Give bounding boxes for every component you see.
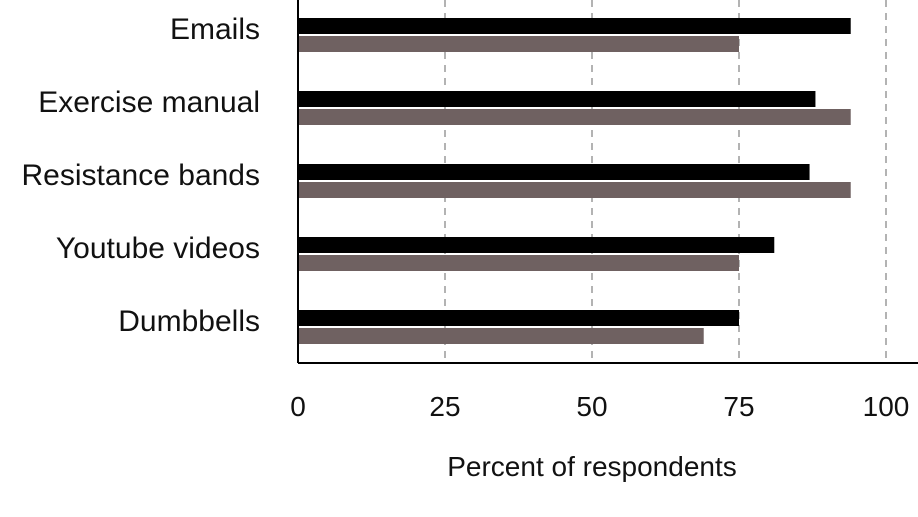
bar-exercise-manual-series-2: [298, 109, 851, 125]
bar-emails-series-2: [298, 36, 739, 52]
category-label: Emails: [170, 13, 260, 46]
x-tick-labels: 0 25 50 75 100: [290, 391, 909, 422]
x-tick-label: 75: [723, 391, 754, 422]
category-label: Dumbbells: [118, 305, 260, 338]
bar-emails-series-1: [298, 18, 851, 34]
category-label: Resistance bands: [22, 159, 260, 192]
bar-dumbbells-series-2: [298, 328, 704, 344]
bar-exercise-manual-series-1: [298, 91, 816, 107]
category-label: Youtube videos: [56, 232, 260, 265]
bar-dumbbells-series-1: [298, 310, 739, 326]
gridlines: [444, 0, 887, 363]
bar-resistance-bands-series-1: [298, 164, 810, 180]
bar-resistance-bands-series-2: [298, 182, 851, 198]
category-labels: Emails Exercise manual Resistance bands You…: [22, 13, 260, 338]
x-tick-label: 50: [576, 391, 607, 422]
x-tick-label: 100: [863, 391, 910, 422]
category-label: Exercise manual: [38, 86, 260, 119]
x-axis-title: Percent of respondents: [447, 451, 737, 482]
x-tick-label: 0: [290, 391, 306, 422]
bars: [298, 18, 851, 344]
bar-youtube-videos-series-1: [298, 237, 775, 253]
x-tick-label: 25: [429, 391, 460, 422]
bar-youtube-videos-series-2: [298, 255, 739, 271]
